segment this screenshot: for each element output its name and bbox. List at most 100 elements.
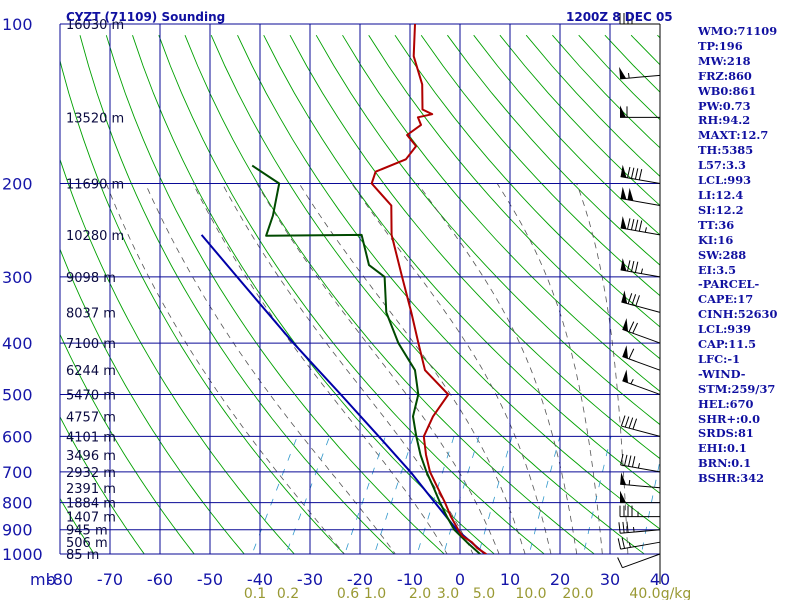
- stat-line: KI:16: [698, 232, 734, 247]
- wind-barb: [619, 505, 660, 518]
- pressure-tick-label: 100: [2, 15, 33, 34]
- mixing-ratio-label: 2.0: [409, 586, 431, 600]
- dry-adiabats: [60, 34, 660, 554]
- dry-adiabat-line: [60, 497, 95, 554]
- moist-adiabat-line: [256, 183, 500, 554]
- stat-line: WMO:71109: [698, 24, 778, 38]
- moist-adiabat-line: [221, 183, 474, 554]
- stat-line: TT:36: [698, 217, 735, 232]
- stat-line: -PARCEL-: [698, 277, 760, 292]
- temperature-tick-label: -20: [347, 570, 373, 589]
- wind-barb: [619, 66, 661, 80]
- mixing-ratio-line: [583, 436, 612, 554]
- mixing-ratio-label: 1.0: [364, 586, 386, 600]
- mixing-ratio-label: 20.0: [562, 586, 593, 600]
- dry-adiabat-line: [158, 35, 545, 554]
- wind-barb: [617, 537, 661, 550]
- temperature-tick-label: 40: [650, 570, 670, 589]
- temperature-tick-label: -30: [297, 570, 323, 589]
- pressure-tick-label: 800: [2, 494, 33, 513]
- mixing-ratio-line: [373, 436, 414, 554]
- pressure-tick-label: 600: [2, 427, 33, 446]
- stat-line: TH:5385: [698, 143, 754, 158]
- stat-line: CINH:52630: [698, 307, 778, 322]
- moist-adiabat-line: [192, 183, 448, 554]
- dry-adiabat-line: [60, 58, 345, 554]
- dry-adiabat-line: [420, 34, 660, 297]
- height-label: 9098 m: [66, 271, 116, 286]
- wind-barb: [622, 369, 661, 395]
- temperature-tick-label: -50: [197, 570, 223, 589]
- stat-line: MAXT:12.7: [698, 128, 769, 143]
- dry-adiabat-line: [60, 333, 195, 554]
- pressure-tick-label: 900: [2, 521, 33, 540]
- stat-line: L57:3.3: [698, 158, 746, 173]
- pressure-tick-label: 200: [2, 175, 33, 194]
- stat-line: BRN:0.1: [698, 456, 752, 471]
- mixing-ratio-line: [478, 436, 513, 554]
- height-label: 13520 m: [66, 111, 124, 126]
- mixing-ratio-line: [344, 436, 386, 554]
- pressure-unit-label: mb: [30, 570, 56, 589]
- pressure-tick-label: 300: [2, 268, 33, 287]
- stat-line: BSHR:342: [698, 471, 765, 486]
- temperature-profile-line: [370, 24, 488, 554]
- wind-barb: [622, 318, 661, 344]
- mixing-ratio-lines: [251, 436, 660, 554]
- wind-barb: [619, 13, 660, 25]
- stat-line: EHI:0.1: [698, 441, 747, 456]
- wind-barb: [620, 105, 660, 118]
- stat-line: SW:288: [698, 247, 747, 262]
- wind-barb: [620, 216, 661, 236]
- height-label: 10280 m: [66, 229, 124, 244]
- dewpoint-profile-line: [251, 164, 482, 554]
- dry-adiabat-line: [289, 34, 660, 460]
- temperature-tick-label: -40: [247, 570, 273, 589]
- mixing-ratio-line: [251, 436, 298, 554]
- stat-line: PW:0.73: [698, 98, 751, 113]
- moist-adiabat-line: [298, 183, 526, 554]
- temperature-tick-label: -60: [147, 570, 173, 589]
- height-label: 1884 m: [66, 497, 116, 512]
- moist-adiabat-line: [417, 183, 578, 554]
- mixing-ratio-line: [528, 436, 561, 554]
- wind-barb: [622, 345, 661, 371]
- dry-adiabat-line: [184, 35, 596, 554]
- mixing-ratio-line: [285, 436, 330, 554]
- height-label: 2391 m: [66, 482, 116, 497]
- height-label: 1407 m: [66, 511, 116, 526]
- mixing-ratio-label: 40.0: [629, 586, 660, 600]
- temperature-tick-label: 20: [550, 570, 570, 589]
- pressure-tick-label: 700: [2, 463, 33, 482]
- stats-panel: WMO:71109 TP:196 MW:218 FRZ:860 WB0:861 PW:0.…: [698, 24, 798, 486]
- stat-line: TP:196: [698, 38, 743, 53]
- moist-adiabat-line: [145, 183, 396, 554]
- mixing-ratio-label: 10.0: [515, 586, 546, 600]
- dry-adiabat-line: [368, 34, 660, 360]
- dry-adiabat-line: [105, 35, 445, 554]
- height-label: 5470 m: [66, 388, 116, 403]
- valid-time: 1200Z 8 DEC 05: [566, 10, 673, 24]
- dry-adiabat-line: [263, 34, 660, 494]
- stat-line: STM:259/37: [698, 381, 776, 396]
- stat-line: SHR+:0.0: [698, 411, 761, 426]
- height-label: 7100 m: [66, 337, 116, 352]
- wind-barb: [620, 258, 661, 278]
- mixing-ratio-line: [640, 458, 660, 554]
- mixing-ratio-line: [416, 436, 455, 554]
- stat-line: SI:12.2: [698, 202, 744, 217]
- dry-adiabat-line: [394, 34, 660, 328]
- stat-line: CAPE:17: [698, 292, 754, 307]
- stat-line: EI:3.5: [698, 262, 737, 277]
- stat-line: HEL:670: [698, 396, 754, 411]
- height-label: 3496 m: [66, 449, 116, 464]
- stat-line: CAP:11.5: [698, 337, 757, 352]
- moist-adiabat-line: [351, 183, 552, 554]
- mixing-ratio-label: g/kg: [661, 586, 692, 600]
- height-label: 85 m: [66, 548, 99, 563]
- wind-barb: [620, 472, 661, 489]
- wind-barb: [620, 415, 661, 437]
- height-label: 8037 m: [66, 306, 116, 321]
- stat-line: LCL:993: [698, 173, 752, 188]
